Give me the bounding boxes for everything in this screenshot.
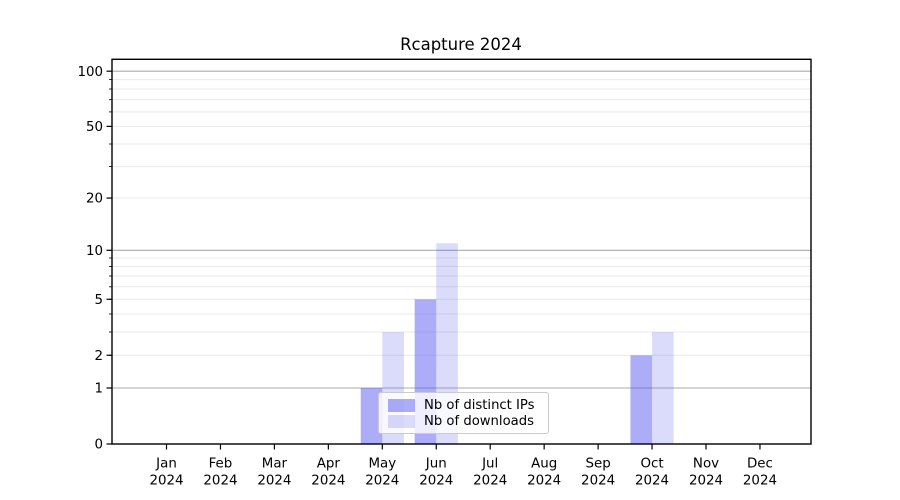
x-tick-label-month: Jun [425, 457, 447, 472]
y-tick-label: 10 [86, 244, 103, 259]
x-tick-label-year: 2024 [581, 474, 615, 489]
y-tick-label: 0 [94, 438, 103, 453]
x-tick-label-month: Apr [317, 457, 341, 472]
x-tick-label-year: 2024 [203, 474, 237, 489]
y-tick-label: 100 [77, 65, 103, 80]
axes-frame [111, 58, 812, 445]
x-tick-label-year: 2024 [473, 474, 507, 489]
x-tick-label-year: 2024 [149, 474, 183, 489]
legend-item-downloads: Nb of downloads [388, 413, 540, 429]
legend-swatch-downloads-icon [388, 414, 415, 428]
legend-label-downloads: Nb of downloads [424, 413, 534, 429]
legend-label-distinct-ips: Nb of distinct IPs [424, 397, 535, 413]
x-tick-label-month: Mar [262, 457, 288, 472]
x-tick-label-year: 2024 [743, 474, 777, 489]
x-tick-label-month: May [368, 457, 396, 472]
x-tick-label-month: Oct [640, 457, 663, 472]
x-tick-label-year: 2024 [689, 474, 723, 489]
x-tick-label-year: 2024 [311, 474, 345, 489]
y-tick-label: 2 [94, 349, 103, 364]
legend: Nb of distinct IPs Nb of downloads [378, 392, 549, 434]
bar-distinct-ips-may [360, 388, 383, 444]
x-tick-label-month: Dec [747, 457, 773, 472]
y-tick-label: 20 [86, 192, 103, 207]
bar-downloads-oct [652, 332, 674, 444]
legend-item-distinct-ips: Nb of distinct IPs [388, 397, 540, 413]
x-tick-label-month: Jan [155, 457, 177, 472]
legend-swatch-distinct-ips-icon [388, 398, 415, 412]
x-tick-label-year: 2024 [257, 474, 291, 489]
x-tick-label-year: 2024 [365, 474, 399, 489]
y-tick-label: 1 [94, 382, 103, 397]
x-tick-label-month: Jul [481, 457, 498, 472]
x-tick-label-month: Nov [693, 457, 719, 472]
x-tick-label-month: Sep [585, 457, 610, 472]
x-tick-label-year: 2024 [527, 474, 561, 489]
chart-title: Rcapture 2024 [400, 35, 522, 54]
y-tick-label: 5 [94, 293, 103, 308]
x-tick-label-year: 2024 [419, 474, 453, 489]
y-tick-label: 50 [86, 120, 103, 135]
x-tick-label-year: 2024 [635, 474, 669, 489]
bar-distinct-ips-oct [630, 355, 653, 444]
x-tick-label-month: Feb [209, 457, 233, 472]
x-tick-label-month: Aug [531, 457, 557, 472]
